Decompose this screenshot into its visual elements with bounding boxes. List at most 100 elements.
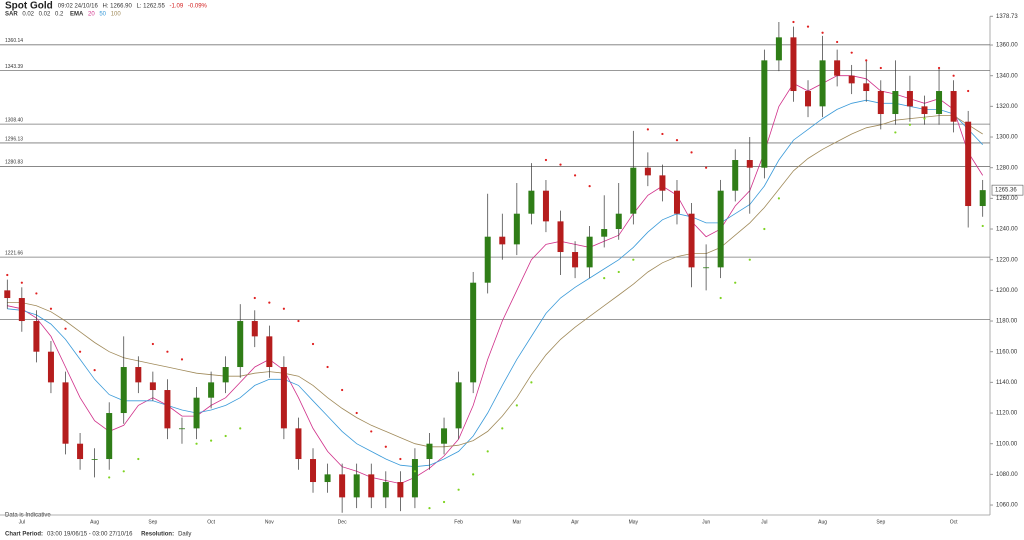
candle-body: [732, 160, 739, 191]
candle-body: [528, 190, 535, 214]
sar-dot: [49, 307, 53, 310]
candle-body: [790, 37, 797, 92]
y-tick-label: 1260.00: [996, 196, 1018, 202]
candle-body: [62, 382, 69, 444]
sar-dot: [559, 163, 562, 166]
indicator-param: 0.02: [22, 12, 34, 18]
y-tick-label: 1340.00: [996, 73, 1018, 79]
info-text: 09:02 24/10/16: [58, 4, 99, 10]
sar-dot: [515, 404, 518, 407]
sar-dot: [151, 342, 154, 346]
sar-dot: [399, 457, 402, 461]
candle-body: [542, 190, 549, 222]
sar-dot: [734, 281, 737, 284]
candle-body: [936, 91, 943, 115]
candle-body: [761, 60, 768, 168]
candle-body: [615, 213, 622, 230]
candle-body: [208, 382, 215, 398]
candle-body: [280, 367, 287, 429]
level-label: 1280.83: [5, 160, 23, 166]
y-tick-label: 1280.00: [996, 165, 1018, 171]
sar-dot: [603, 276, 606, 280]
sar-dot: [573, 174, 577, 177]
legend-entry: 50: [99, 12, 106, 18]
level-label: 1343.39: [5, 64, 23, 70]
candle-body: [572, 252, 579, 268]
sar-dot: [748, 258, 751, 261]
candle-body: [339, 474, 346, 498]
sar-dot: [210, 439, 213, 442]
candle-body: [4, 290, 11, 299]
sar-dot: [617, 270, 620, 274]
y-tick-label: 1180.00: [996, 319, 1018, 325]
candle-body: [33, 321, 40, 352]
candle-body: [266, 336, 273, 368]
candle-body: [659, 175, 666, 191]
candle-body: [499, 236, 506, 245]
y-tick-label: 1240.00: [996, 227, 1018, 233]
info-text: L: 1262.55: [137, 4, 166, 10]
y-tick-label: 1200.00: [996, 288, 1018, 294]
sar-dot: [108, 476, 111, 479]
sar-dot: [442, 500, 446, 504]
sar-dot: [705, 166, 708, 169]
sar-dot: [981, 224, 984, 228]
sar-dot: [195, 442, 198, 445]
sar-dot: [879, 66, 882, 70]
sar-dot: [952, 74, 955, 77]
sar-dot: [180, 358, 184, 361]
candle-body: [717, 190, 724, 268]
sar-dot: [370, 430, 373, 433]
sar-dot: [224, 434, 227, 438]
sar-dot: [908, 123, 912, 126]
candle-body: [921, 106, 928, 115]
sar-dot: [253, 296, 256, 300]
price-tag-label: 1265.36: [995, 188, 1017, 194]
candle-body: [892, 91, 899, 115]
y-tick-label: 1100.00: [996, 441, 1018, 447]
candle-body: [630, 167, 637, 214]
candle-body: [455, 382, 462, 429]
sar-dot: [326, 365, 329, 369]
candle-body: [688, 213, 695, 268]
candle-body: [441, 428, 448, 444]
candle-body: [106, 413, 113, 460]
sar-dot: [166, 350, 169, 353]
sar-dot: [836, 40, 839, 44]
candle-body: [950, 91, 957, 122]
x-tick-label: Feb: [454, 519, 463, 525]
candle-body: [848, 75, 855, 84]
sar-dot: [137, 457, 140, 461]
candle-body: [703, 267, 710, 269]
sar-dot: [268, 301, 271, 304]
candle-body: [397, 482, 404, 498]
candle-body: [426, 443, 433, 460]
x-tick-label: Jun: [702, 519, 710, 525]
candle-body: [863, 83, 870, 92]
sar-dot: [777, 197, 780, 200]
sar-dot: [384, 445, 387, 448]
sar-dot: [646, 128, 649, 131]
y-tick-label: 1378.73: [996, 14, 1018, 20]
sar-dot: [923, 117, 926, 120]
x-tick-label: May: [629, 519, 639, 525]
y-tick-label: 1220.00: [996, 257, 1018, 263]
level-label: 1360.14: [5, 38, 23, 44]
y-tick-label: 1060.00: [996, 503, 1018, 509]
sar-dot: [530, 381, 533, 384]
x-tick-label: Sep: [876, 519, 885, 525]
x-tick-label: Mar: [513, 519, 522, 525]
legend-entry: 100: [111, 12, 122, 18]
sar-dot: [78, 350, 82, 353]
sar-dot: [806, 25, 810, 28]
sar-dot: [544, 158, 548, 162]
note: Data is Indicative: [5, 513, 51, 519]
candle-body: [178, 428, 185, 430]
candle-body: [906, 91, 913, 107]
x-tick-label: Nov: [265, 519, 274, 525]
x-tick-label: Aug: [90, 519, 99, 525]
sar-dot: [428, 506, 431, 510]
candle-body: [295, 428, 302, 460]
candle-body: [47, 351, 54, 383]
sar-dot: [675, 138, 679, 142]
